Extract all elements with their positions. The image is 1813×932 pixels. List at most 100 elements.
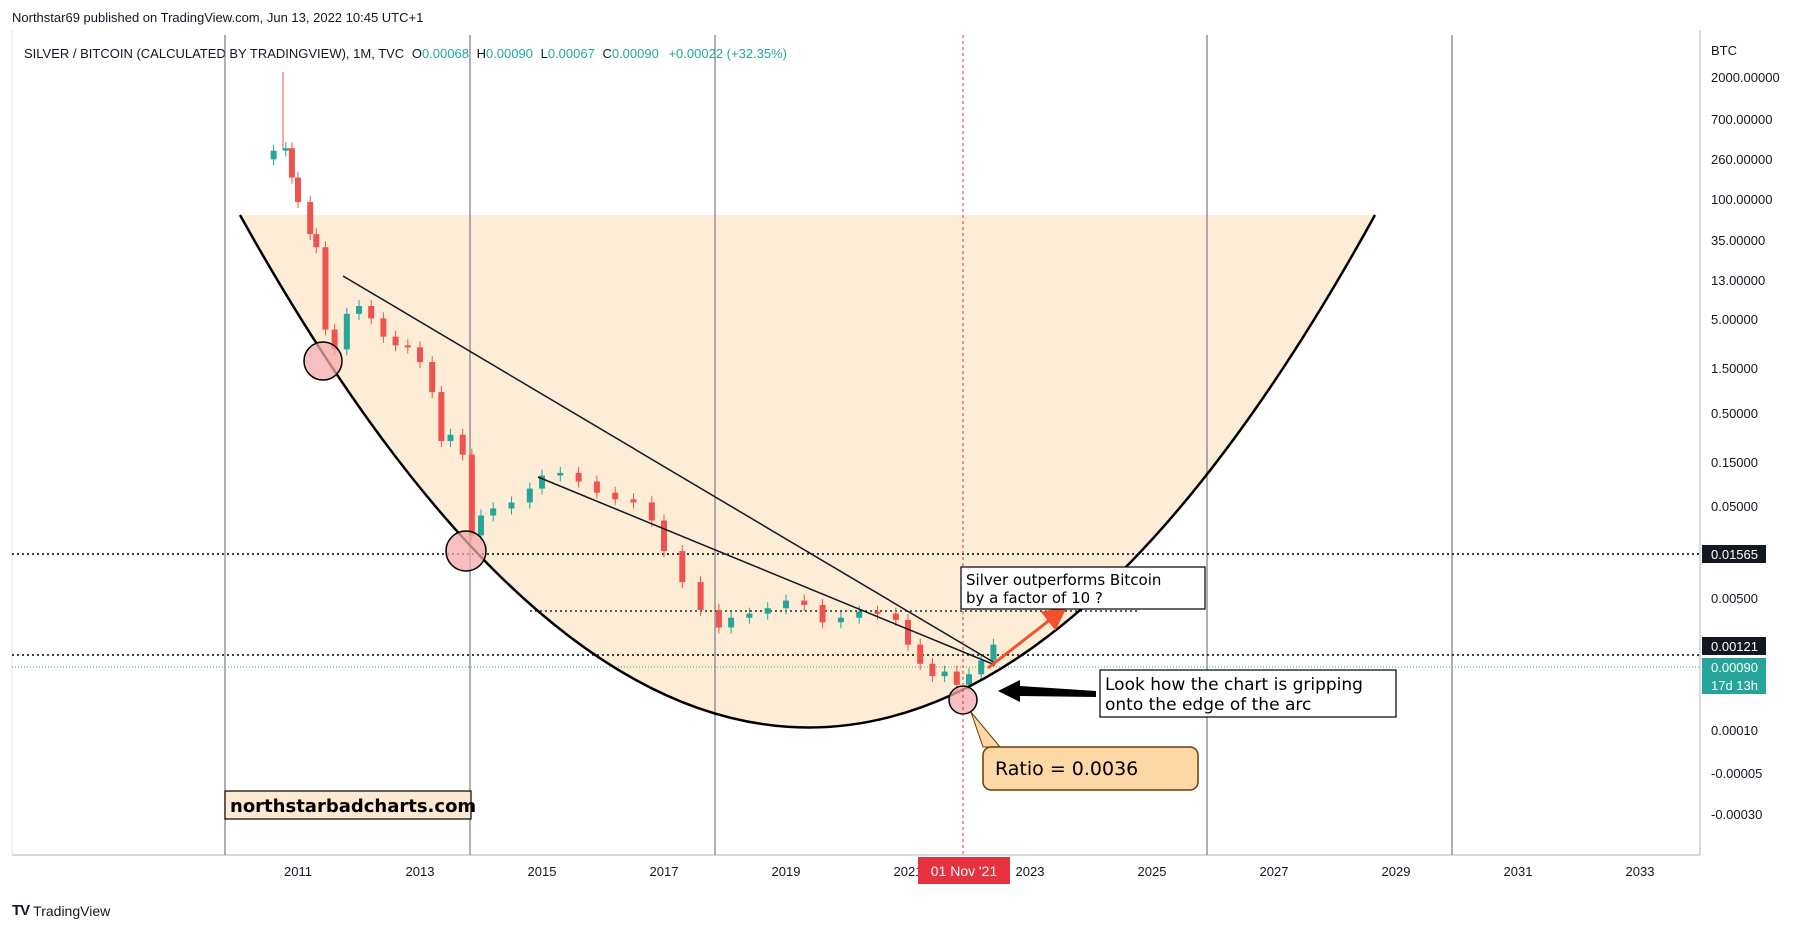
silver-annotation-line2: by a factor of 10 ?	[966, 589, 1103, 607]
tradingview-brand-label: TradingView	[33, 902, 111, 919]
silver-annotation-box[interactable]	[960, 566, 1206, 610]
grip-annotation-line1: Look how the chart is gripping	[1105, 675, 1363, 695]
candle-body	[417, 347, 423, 363]
grip-annotation-line2: onto the edge of the arc	[1105, 695, 1311, 715]
y-tick-label: 5.00000	[1711, 312, 1758, 327]
price-labels: 0.01565 0.00121 0.00090 17d 13h	[1702, 545, 1766, 694]
price-label-text: 0.00090	[1711, 660, 1758, 675]
crosshair-date-box	[918, 857, 1010, 884]
touch-circle-2	[445, 530, 487, 572]
x-tick-label: 2031	[1504, 864, 1533, 879]
y-tick-label: 35.00000	[1711, 233, 1765, 248]
candle-body	[715, 609, 722, 628]
candle-body	[282, 148, 289, 151]
high-label: H	[476, 46, 486, 61]
x-tick-label: 2033	[1626, 864, 1655, 879]
x-tick-label: 2015	[528, 864, 557, 879]
ratio-callout-box[interactable]	[982, 746, 1199, 791]
candle-body	[270, 150, 277, 160]
open-value: 0.00068	[421, 46, 469, 61]
candle-body	[459, 434, 466, 455]
crosshair-date-label: 01 Nov '21	[931, 863, 998, 879]
candle-body	[941, 671, 948, 677]
grip-annotation-box[interactable]	[1099, 669, 1397, 718]
candle-body	[783, 600, 789, 609]
price-label-box	[1702, 676, 1766, 694]
publish-info: Northstar69 published on TradingView.com…	[12, 10, 424, 25]
y-tick-label: 0.00500	[1711, 591, 1758, 606]
candle-body	[368, 306, 375, 319]
x-tick-label: 2019	[772, 864, 801, 879]
ratio-callout-text: Ratio = 0.0036	[995, 758, 1138, 780]
orange-arrow	[987, 606, 1068, 670]
candle-body	[697, 582, 704, 610]
candle-body	[539, 475, 545, 489]
low-value: 0.00067	[547, 46, 595, 61]
candle-body	[679, 551, 686, 583]
candle-body	[295, 177, 301, 203]
candle-body	[526, 488, 533, 503]
y-tick-label: -0.00030	[1711, 807, 1762, 822]
silver-annotation-line1: Silver outperforms Bitcoin	[966, 571, 1161, 589]
candle-body	[593, 481, 600, 493]
candle-body	[978, 660, 985, 675]
open-label: O	[411, 46, 422, 61]
candle-body	[447, 434, 454, 442]
candle-body	[438, 392, 445, 442]
tradingview-brand[interactable]: TV TradingView	[12, 902, 110, 919]
price-label-box	[1702, 545, 1766, 563]
cycle-vertical-lines	[224, 35, 1453, 855]
candle-body	[837, 617, 844, 623]
y-tick-label: 260.00000	[1711, 152, 1772, 167]
candle-body	[612, 492, 619, 500]
x-tick-label: 2029	[1382, 864, 1411, 879]
x-tick-label: 2011	[284, 864, 312, 879]
candle-body	[661, 520, 667, 552]
candle-body	[478, 515, 484, 536]
close-value: 0.00090	[611, 46, 659, 61]
y-tick-label: 0.50000	[1711, 406, 1758, 421]
candle-body	[929, 663, 936, 677]
symbol-legend: SILVER / BITCOIN (CALCULATED BY TRADINGV…	[24, 46, 787, 61]
x-tick-label: 2021	[894, 864, 923, 879]
candle-body	[404, 345, 411, 348]
trendline-upper[interactable]	[342, 275, 996, 664]
x-tick-label: 2027	[1260, 864, 1289, 879]
website-label-text: northstarbadcharts.com	[230, 796, 476, 817]
ratio-callout-tail	[970, 711, 1002, 748]
y-tick-label: 700.00000	[1711, 112, 1772, 127]
y-tick-label: 0.00010	[1711, 723, 1758, 738]
close-label: C	[602, 46, 612, 61]
y-tick-label: -0.00005	[1711, 766, 1762, 781]
symbol-name: SILVER / BITCOIN (CALCULATED BY TRADINGV…	[24, 46, 405, 61]
candles	[270, 72, 997, 691]
candle-body	[331, 329, 338, 350]
tradingview-logo-icon: TV	[12, 902, 30, 919]
candle-body	[746, 613, 753, 618]
candle-body	[508, 502, 515, 509]
y-tick-label: 0.15000	[1711, 455, 1758, 470]
change-value: +0.00022 (+32.35%)	[668, 46, 788, 61]
candle-body	[490, 508, 497, 516]
x-tick-label: 2013	[406, 864, 435, 879]
x-tick-label: 2023	[1016, 864, 1045, 879]
arc-fill-region	[240, 215, 1375, 728]
candle-body	[575, 472, 582, 482]
arc-curve[interactable]	[238, 214, 1377, 729]
candle-body	[917, 644, 924, 664]
touch-circle-1	[303, 341, 343, 381]
candle-body	[313, 234, 320, 248]
candle-body	[468, 454, 475, 536]
candle-body	[966, 674, 972, 685]
x-axis-ticks: 2011 2013 2015 2017 2019 2021 2023 2025 2027 2029…	[284, 864, 1654, 879]
candle-body	[728, 617, 735, 628]
y-axis-unit: BTC	[1711, 43, 1737, 58]
candle-body	[892, 613, 899, 620]
candle-body	[856, 611, 863, 618]
price-label-text: 0.01565	[1711, 547, 1758, 562]
trendline-lower[interactable]	[537, 476, 996, 666]
y-tick-label: 0.05000	[1711, 499, 1758, 514]
candle-body	[764, 608, 771, 614]
website-label-box[interactable]	[224, 790, 472, 820]
